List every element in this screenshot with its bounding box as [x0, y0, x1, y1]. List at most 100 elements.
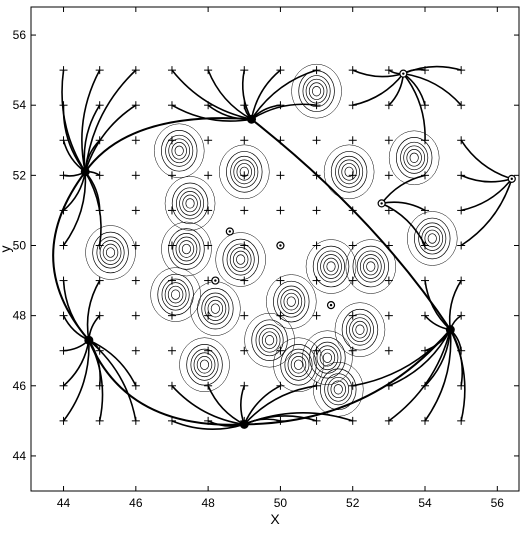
start-marker	[457, 417, 465, 425]
contour-group-14	[190, 282, 240, 336]
contour-ring	[407, 149, 422, 166]
start-marker	[276, 382, 284, 390]
start-marker	[60, 312, 68, 320]
contour-ring	[227, 244, 254, 275]
trajectory-path	[461, 179, 512, 211]
contour-ring	[317, 251, 344, 282]
start-marker	[240, 277, 248, 285]
start-marker	[204, 277, 212, 285]
start-marker	[421, 277, 429, 285]
contour-ring	[173, 233, 200, 264]
contour-ring	[353, 246, 389, 287]
contour-ring	[342, 163, 357, 180]
start-marker	[132, 277, 140, 285]
trajectory-loop	[89, 340, 244, 425]
start-marker	[385, 347, 393, 355]
start-marker	[168, 171, 176, 179]
start-marker	[421, 171, 429, 179]
start-marker	[385, 66, 393, 74]
contour-ring	[200, 360, 208, 370]
start-marker	[96, 206, 104, 214]
contour-ring	[310, 337, 346, 378]
contour-ring	[294, 360, 302, 370]
y-tick-label: 54	[13, 98, 27, 112]
contour-ring	[284, 293, 299, 310]
contour-ring	[325, 374, 352, 405]
contour-ring	[335, 156, 362, 187]
attractor-point	[247, 115, 256, 124]
contour-ring	[171, 290, 179, 300]
contour-ring	[252, 320, 288, 361]
contour-ring	[353, 321, 368, 338]
start-marker	[132, 417, 140, 425]
contour-ring	[428, 234, 436, 244]
contour-ring	[106, 248, 114, 258]
start-marker	[96, 417, 104, 425]
start-marker	[60, 347, 68, 355]
start-marker	[276, 136, 284, 144]
contour-layer	[86, 64, 458, 416]
start-marker	[132, 382, 140, 390]
contour-ring	[168, 286, 183, 303]
contour-ring	[331, 381, 346, 398]
trajectory-path	[208, 386, 244, 425]
contour-ring	[169, 229, 205, 270]
contour-ring	[183, 195, 198, 212]
contour-ring	[191, 349, 218, 380]
contour-ring	[265, 335, 273, 345]
y-tick-label: 48	[13, 309, 27, 323]
start-marker	[168, 101, 176, 109]
trajectory-path	[62, 70, 85, 172]
start-marker	[168, 136, 176, 144]
trajectory-path	[389, 74, 403, 106]
y-tick-label: 44	[13, 449, 27, 463]
contour-group-16	[335, 303, 385, 357]
contour-group-20	[302, 331, 352, 385]
start-marker	[60, 101, 68, 109]
contour-ring	[396, 137, 432, 178]
contour-ring	[278, 286, 305, 317]
contour-ring	[414, 218, 450, 259]
fixed-point-layer	[81, 70, 516, 429]
contour-ring	[236, 255, 244, 265]
contour-ring	[323, 353, 331, 363]
start-marker	[421, 206, 429, 214]
saddle-point-core	[229, 230, 231, 232]
contour-ring	[176, 188, 203, 219]
start-marker	[385, 171, 393, 179]
start-marker	[132, 171, 140, 179]
x-tick-label: 52	[346, 496, 360, 510]
contour-ring	[309, 83, 324, 100]
start-marker	[60, 171, 68, 179]
start-marker	[457, 66, 465, 74]
trajectory-path	[88, 281, 100, 341]
contour-ring	[179, 241, 194, 258]
trajectory-path	[208, 70, 251, 119]
start-marker	[240, 312, 248, 320]
contour-ring	[262, 332, 277, 349]
trajectory-path	[382, 175, 425, 203]
trajectory-path	[85, 172, 99, 211]
saddle-point-core	[330, 304, 332, 306]
contour-ring	[198, 288, 234, 329]
saddle-point-core	[214, 279, 216, 281]
start-marker	[132, 241, 140, 249]
contour-group-2	[154, 124, 204, 178]
trajectory-path	[403, 67, 461, 74]
start-marker	[60, 136, 68, 144]
start-marker	[240, 206, 248, 214]
contour-ring	[342, 309, 378, 350]
saddle-point-core	[511, 178, 513, 180]
contour-ring	[211, 304, 219, 314]
start-marker	[96, 277, 104, 285]
contour-ring	[175, 146, 183, 156]
start-marker	[313, 277, 321, 285]
y-axis-label: y	[0, 246, 13, 253]
trajectory-path	[461, 140, 512, 179]
contour-ring	[312, 86, 320, 96]
start-marker	[385, 241, 393, 249]
contour-group-5	[389, 131, 439, 185]
contour-group-19	[273, 338, 323, 392]
y-tick-label: 52	[13, 168, 27, 182]
contour-ring	[162, 279, 189, 310]
